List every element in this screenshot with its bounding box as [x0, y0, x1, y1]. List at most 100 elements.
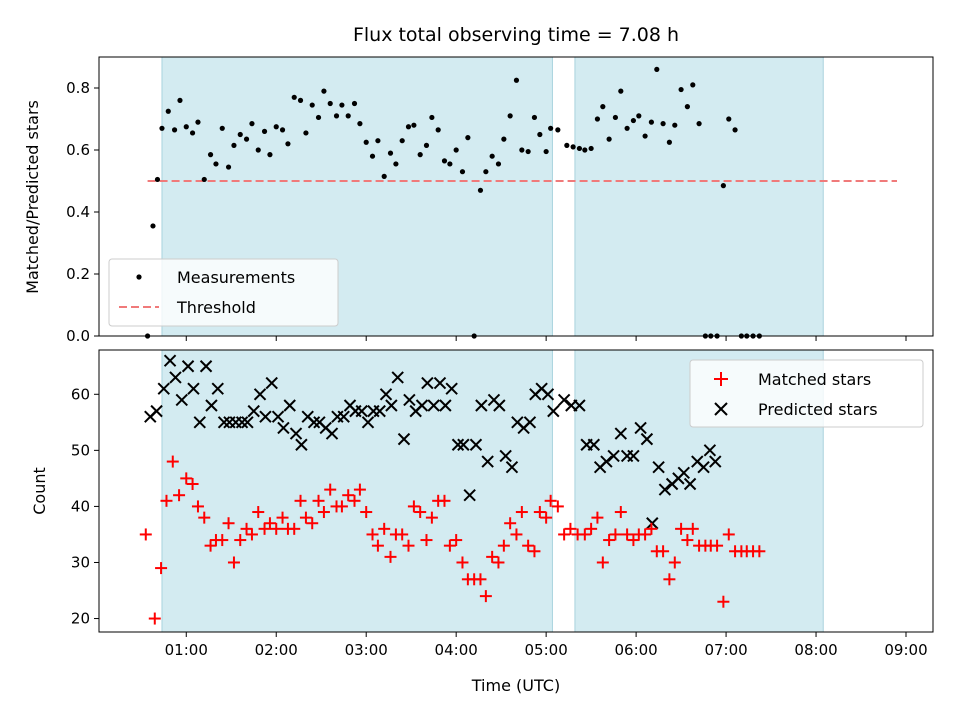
- matched-star-point: [585, 522, 598, 535]
- predicted-star-point: [493, 399, 506, 412]
- matched-star-point: [180, 472, 193, 485]
- predicted-star-point: [557, 393, 571, 407]
- measurement-point: [732, 127, 738, 133]
- predicted-star-point: [652, 460, 665, 474]
- predicted-star-point: [677, 466, 690, 479]
- x-tick-label: 07:00: [704, 641, 747, 659]
- predicted-star-point: [505, 460, 519, 474]
- predicted-star-point: [451, 438, 465, 451]
- y-tick-label: 0.2: [66, 265, 90, 283]
- legend-bottom: Matched stars Predicted stars: [689, 359, 924, 428]
- predicted-star-point: [373, 404, 386, 418]
- measurement-point: [423, 142, 430, 148]
- matched-star-point: [234, 534, 247, 547]
- matched-star-point: [263, 517, 276, 530]
- predicted-star-point: [241, 416, 254, 429]
- matched-star-point: [564, 522, 577, 535]
- y-tick-label: 60: [71, 385, 90, 403]
- matched-star-point: [753, 545, 766, 558]
- shaded-interval-bottom-1: [161, 349, 553, 633]
- predicted-star-point: [463, 488, 476, 502]
- measurement-point: [417, 152, 423, 158]
- measurement-point: [636, 113, 642, 119]
- predicted-star-point: [658, 483, 672, 496]
- predicted-star-point: [683, 477, 697, 491]
- x-tick-label: 01:00: [165, 641, 208, 659]
- predicted-star-point: [703, 444, 717, 457]
- predicted-star-point: [361, 416, 375, 429]
- measurement-point: [618, 88, 624, 94]
- matched-star-point: [353, 483, 366, 496]
- measurement-point: [696, 121, 702, 127]
- measurement-point: [441, 158, 448, 164]
- predicted-star-point: [181, 360, 195, 373]
- measurement-point: [447, 161, 453, 167]
- measurement-point: [285, 141, 291, 147]
- y-ticks-bottom: 20 30 40 50 60: [71, 385, 99, 628]
- predicted-star-point: [499, 449, 512, 463]
- predicted-star-point: [385, 399, 398, 412]
- matched-star-point: [227, 556, 240, 569]
- predicted-star-point: [355, 404, 368, 418]
- matched-star-point: [148, 612, 161, 625]
- measurement-point: [399, 138, 405, 144]
- x-tick-label: 09:00: [884, 641, 927, 659]
- measurement-point: [411, 122, 417, 128]
- matched-star-point: [657, 545, 670, 558]
- matched-star-point: [335, 500, 348, 513]
- predicted-star-point: [397, 432, 411, 446]
- measurement-point: [339, 102, 345, 108]
- measurement-point: [537, 131, 543, 138]
- y-axis-label-bottom: Count: [30, 467, 49, 515]
- predicted-star-point: [150, 404, 163, 418]
- matched-star-point: [668, 556, 681, 569]
- y-tick-label: 0.0: [66, 327, 90, 345]
- measurement-points: [144, 66, 762, 339]
- measurement-point: [159, 125, 165, 131]
- chart-title: Flux total observing time = 7.08 h: [353, 24, 679, 46]
- measurement-point: [345, 113, 351, 119]
- axes-frame-top: [98, 56, 934, 337]
- predicted-star-point: [163, 354, 177, 367]
- measurement-point: [630, 117, 637, 124]
- matched-star-point: [294, 494, 307, 507]
- legend-marker-measurements: [136, 274, 142, 280]
- measurement-point: [243, 136, 250, 142]
- predicted-star-point: [307, 416, 321, 429]
- predicted-star-point: [283, 399, 296, 412]
- matched-star-point: [402, 539, 415, 552]
- measurement-point: [507, 113, 513, 119]
- matched-star-point: [186, 477, 199, 490]
- measurement-point: [273, 124, 279, 130]
- matched-star-point: [645, 522, 658, 535]
- y-ticks-top: 0.0 0.2 0.4 0.6 0.8: [66, 79, 99, 345]
- measurement-point: [555, 127, 561, 133]
- matched-star-point: [317, 506, 330, 519]
- predicted-star-point: [640, 432, 654, 446]
- matched-star-point: [596, 556, 609, 569]
- legend-label-threshold: Threshold: [176, 298, 256, 317]
- y-axis-label-top: Matched/Predicted stars: [23, 100, 42, 294]
- matched-star-point: [407, 500, 420, 513]
- legend-marker-predicted: [714, 402, 728, 416]
- predicted-star-point: [427, 399, 440, 412]
- matched-star-point: [299, 511, 312, 524]
- measurement-point: [576, 145, 583, 152]
- measurement-point: [154, 176, 161, 183]
- predicted-star-point: [289, 427, 303, 440]
- matched-star-point: [324, 483, 337, 496]
- matched-star-point: [675, 522, 688, 535]
- matched-star-point: [639, 528, 652, 541]
- y-tick-label: 20: [71, 610, 90, 628]
- predicted-star-point: [614, 427, 628, 440]
- predicted-star-point: [697, 460, 710, 474]
- predicted-star-point: [445, 382, 458, 395]
- y-tick-label: 30: [71, 553, 90, 571]
- predicted-star-point: [403, 393, 416, 407]
- predicted-star-point: [634, 421, 647, 435]
- measurement-point: [477, 187, 484, 193]
- predicted-star-point: [205, 399, 218, 412]
- matched-star-point: [420, 534, 433, 547]
- x-axis-label: Time (UTC): [471, 676, 560, 695]
- matched-star-point: [558, 528, 571, 541]
